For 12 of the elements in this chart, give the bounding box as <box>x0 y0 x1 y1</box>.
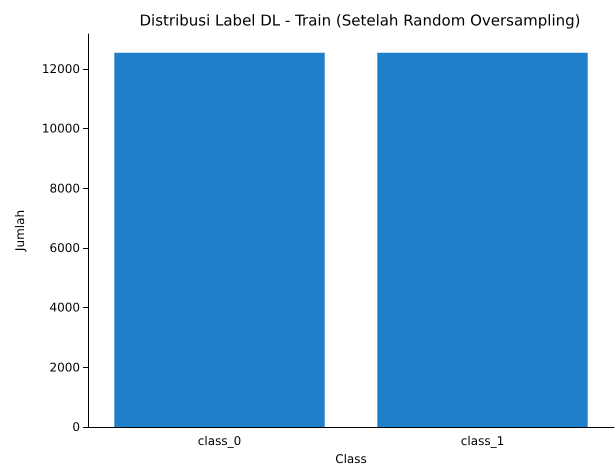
y-tick-label: 8000 <box>49 181 80 196</box>
x-axis-title: Class <box>335 452 367 466</box>
y-tick-label: 2000 <box>49 360 80 374</box>
y-tick-label: 4000 <box>49 300 80 315</box>
y-axis-title: Jumlah <box>13 210 27 252</box>
y-tick-label: 6000 <box>49 240 80 255</box>
x-tick-label: class_1 <box>460 434 504 448</box>
chart-title: Distribusi Label DL - Train (Setelah Random Oversampling) <box>139 12 581 30</box>
x-tick-label: class_0 <box>198 434 242 448</box>
y-tick-label: 0 <box>72 420 80 434</box>
y-tick-label: 12000 <box>42 62 80 76</box>
y-tick-label: 10000 <box>42 122 80 136</box>
